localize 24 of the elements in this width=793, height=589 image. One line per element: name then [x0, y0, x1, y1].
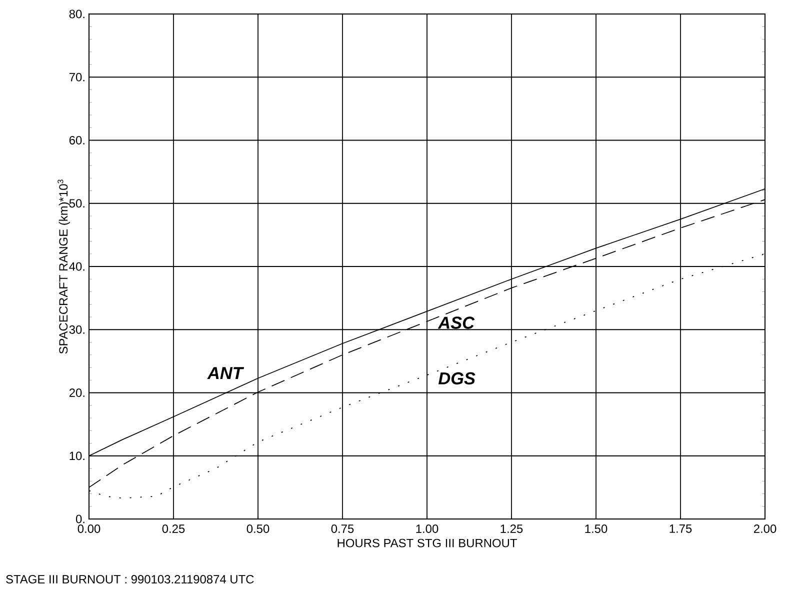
y-tick-label: 30. — [69, 325, 84, 334]
y-tick-label: 40. — [69, 262, 84, 271]
x-tick-label: 0.25 — [162, 524, 185, 533]
series-label: DGS — [438, 372, 476, 384]
y-tick-label: 50. — [69, 199, 84, 208]
x-tick-label: 1.75 — [670, 524, 692, 533]
x-axis-title: HOURS PAST STG III BURNOUT — [338, 538, 517, 548]
text: STAGE III BURNOUT : 990103.21190874 UTC — [6, 575, 254, 584]
x-tick-label: 2.00 — [754, 524, 776, 533]
x-tick-label: 0.75 — [331, 524, 354, 533]
y-tick-label: 0. — [76, 514, 84, 524]
y-tick-label: 10. — [70, 452, 84, 460]
y-tick-label: 80. — [69, 10, 84, 18]
y-tick-label: 20. — [69, 388, 84, 397]
series-label: ASC — [438, 316, 475, 329]
y-tick-label: 70. — [69, 72, 84, 82]
x-tick-label: 1.25 — [500, 524, 523, 533]
x-tick-label: 0.00 — [78, 524, 100, 533]
y-axis-title: SPACECRAFT RANGE (km)*10$^{3}$ — [58, 180, 70, 354]
y-tick-label: 60. — [69, 136, 84, 144]
x-tick-label: 0.50 — [246, 524, 270, 533]
series-label: ANT — [207, 367, 244, 380]
x-tick-label: 1.00 — [416, 524, 438, 533]
x-tick-label: 1.50 — [585, 524, 608, 533]
